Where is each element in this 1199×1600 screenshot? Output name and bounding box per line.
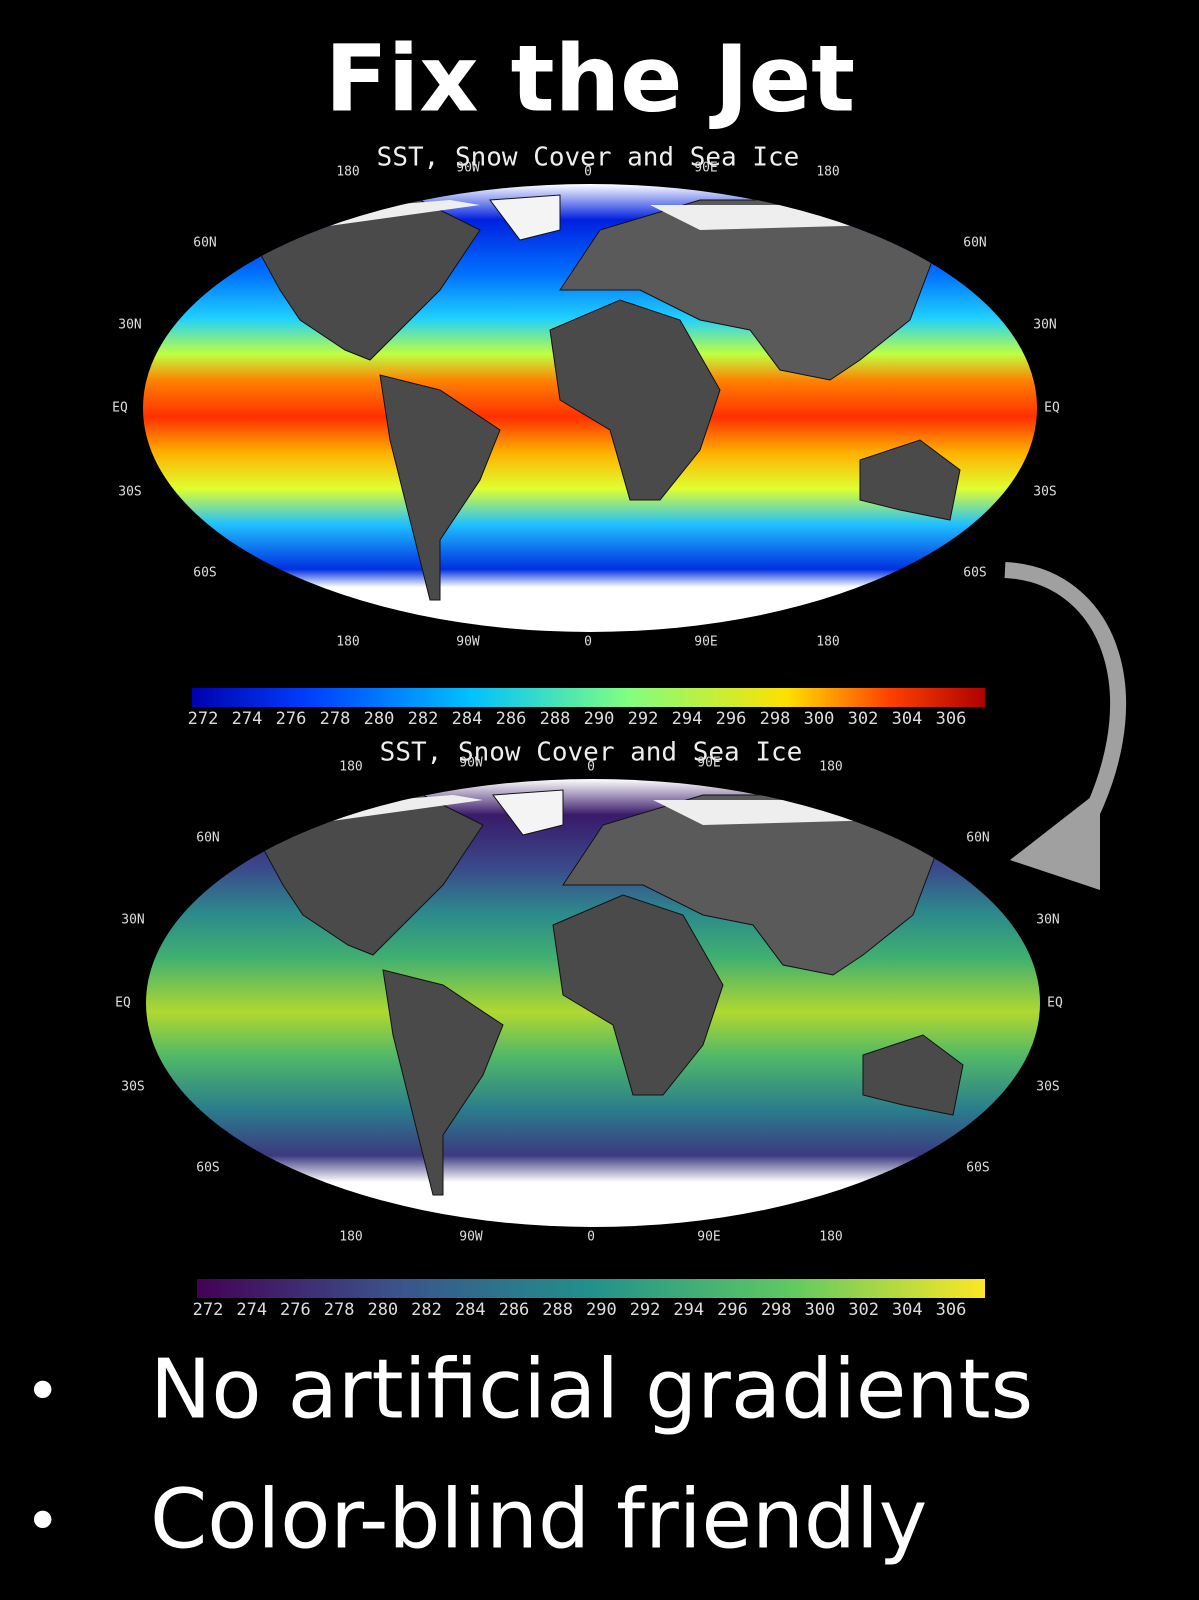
lon-label: 180 bbox=[336, 635, 359, 650]
lon-label: 90W bbox=[459, 756, 483, 771]
lat-label: EQ bbox=[115, 996, 131, 1011]
colorbar bbox=[197, 1279, 985, 1298]
lon-label: 180 bbox=[819, 1230, 842, 1245]
lon-label: 180 bbox=[816, 635, 839, 650]
bullet-text: No artificial gradients bbox=[150, 1342, 1033, 1437]
lon-label: 0 bbox=[584, 635, 592, 650]
lat-label: 30N bbox=[118, 318, 141, 333]
colorbar-tick-label: 292 bbox=[630, 1300, 661, 1320]
lon-label: 90W bbox=[456, 635, 480, 650]
colorbar-tick-label: 276 bbox=[276, 709, 307, 729]
map-title: SST, Snow Cover and Sea Ice bbox=[377, 143, 800, 173]
lat-label: 30S bbox=[118, 485, 141, 500]
colorbar-tick-label: 280 bbox=[367, 1300, 398, 1320]
lat-label: 60N bbox=[966, 831, 989, 846]
lat-label: EQ bbox=[1047, 996, 1063, 1011]
colorbar-tick-label: 274 bbox=[232, 709, 263, 729]
colorbar-tick-label: 298 bbox=[760, 709, 791, 729]
bullet-text: Color-blind friendly bbox=[150, 1472, 927, 1567]
colorbar-tick-label: 300 bbox=[805, 1300, 836, 1320]
lon-label: 0 bbox=[584, 165, 592, 180]
lat-label: 60N bbox=[196, 831, 219, 846]
lon-label: 90E bbox=[694, 635, 717, 650]
colorbar-tick-label: 298 bbox=[761, 1300, 792, 1320]
colorbar-tick-label: 288 bbox=[540, 709, 571, 729]
lon-label: 90E bbox=[697, 756, 720, 771]
colorbar-tick-label: 280 bbox=[364, 709, 395, 729]
lat-label: 60S bbox=[966, 1161, 989, 1176]
colorbar-tick-label: 284 bbox=[452, 709, 483, 729]
lat-label: 60S bbox=[963, 566, 986, 581]
lat-label: 60S bbox=[196, 1161, 219, 1176]
lon-label: 180 bbox=[339, 1230, 362, 1245]
lon-label: 180 bbox=[819, 760, 842, 775]
colorbar-tick-label: 294 bbox=[673, 1300, 704, 1320]
lon-label: 180 bbox=[816, 165, 839, 180]
colorbar-tick-label: 278 bbox=[324, 1300, 355, 1320]
colorbar-tick-label: 294 bbox=[672, 709, 703, 729]
colorbar-tick-label: 284 bbox=[455, 1300, 486, 1320]
colorbar-tick-label: 292 bbox=[628, 709, 659, 729]
lon-label: 90E bbox=[697, 1230, 720, 1245]
map-title: SST, Snow Cover and Sea Ice bbox=[380, 738, 803, 768]
colorbar-tick-label: 306 bbox=[936, 1300, 967, 1320]
colorbar-tick-label: 282 bbox=[408, 709, 439, 729]
lat-label: EQ bbox=[1044, 401, 1060, 416]
lat-label: 30S bbox=[121, 1080, 144, 1095]
colorbar-tick-label: 296 bbox=[716, 709, 747, 729]
colorbar-tick-label: 302 bbox=[848, 1300, 879, 1320]
lon-label: 90W bbox=[459, 1230, 483, 1245]
arrow-head bbox=[1010, 790, 1100, 890]
lat-label: 30S bbox=[1036, 1080, 1059, 1095]
colorbar-tick-label: 286 bbox=[496, 709, 527, 729]
colorbar-tick-label: 272 bbox=[193, 1300, 224, 1320]
colorbar-tick-label: 276 bbox=[280, 1300, 311, 1320]
colorbar-tick-label: 300 bbox=[804, 709, 835, 729]
colorbar-tick-label: 304 bbox=[892, 1300, 923, 1320]
lon-label: 180 bbox=[339, 760, 362, 775]
lat-label: 60N bbox=[963, 236, 986, 251]
colorbar-tick-label: 286 bbox=[499, 1300, 530, 1320]
lon-label: 90E bbox=[694, 161, 717, 176]
lat-label: 30N bbox=[121, 913, 144, 928]
bullet-dot: • bbox=[25, 1357, 60, 1427]
lon-label: 0 bbox=[587, 1230, 595, 1245]
lat-label: 60S bbox=[193, 566, 216, 581]
colorbar-tick-label: 304 bbox=[892, 709, 923, 729]
colorbar-tick-label: 296 bbox=[717, 1300, 748, 1320]
colorbar-tick-label: 278 bbox=[320, 709, 351, 729]
bullet-dot: • bbox=[25, 1487, 60, 1557]
colorbar-tick-label: 282 bbox=[411, 1300, 442, 1320]
colorbar-tick-label: 290 bbox=[584, 709, 615, 729]
colorbar-tick-label: 272 bbox=[188, 709, 219, 729]
colorbar bbox=[192, 688, 985, 707]
lat-label: 30S bbox=[1033, 485, 1056, 500]
lat-label: 30N bbox=[1033, 318, 1056, 333]
colorbar-tick-label: 288 bbox=[542, 1300, 573, 1320]
lat-label: 60N bbox=[193, 236, 216, 251]
lon-label: 180 bbox=[336, 165, 359, 180]
map-panel: SST, Snow Cover and Sea Ice 180 90W 0 90E 180… bbox=[115, 738, 1063, 1245]
lon-label: 90W bbox=[456, 161, 480, 176]
map-panel: SST, Snow Cover and Sea Ice 180 90W 0 90E 180… bbox=[112, 143, 1060, 650]
colorbar-tick-label: 290 bbox=[586, 1300, 617, 1320]
slide-title: Fix the Jet bbox=[325, 25, 855, 132]
colorbar-tick-label: 306 bbox=[936, 709, 967, 729]
lon-label: 0 bbox=[587, 760, 595, 775]
lat-label: 30N bbox=[1036, 913, 1059, 928]
colorbar-tick-label: 302 bbox=[848, 709, 879, 729]
arrow bbox=[1004, 562, 1126, 850]
colorbar-tick-label: 274 bbox=[236, 1300, 267, 1320]
lat-label: EQ bbox=[112, 401, 128, 416]
